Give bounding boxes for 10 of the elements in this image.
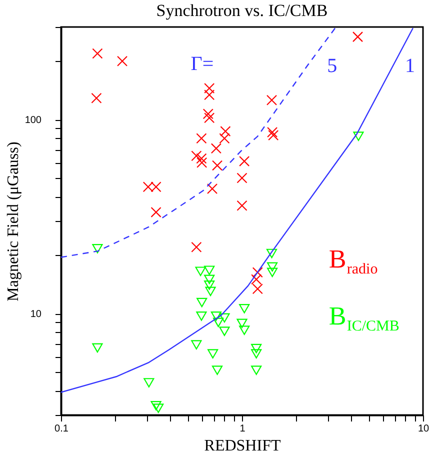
y-tick-label: 100 — [24, 115, 42, 126]
x-tick-label: 0.1 — [54, 424, 69, 434]
series-label: 5 — [327, 55, 338, 78]
x-tick-label: 10 — [418, 424, 430, 434]
y-axis-title: Magnetic Field (μGauss) — [4, 142, 22, 302]
x-axis-title: REDSHIFT — [204, 438, 281, 454]
series-label: 1 — [404, 55, 415, 78]
annotation: Γ= — [190, 52, 214, 75]
x-tick-label: 1 — [240, 424, 246, 434]
chart-title: Synchrotron vs. IC/CMB — [156, 1, 328, 20]
